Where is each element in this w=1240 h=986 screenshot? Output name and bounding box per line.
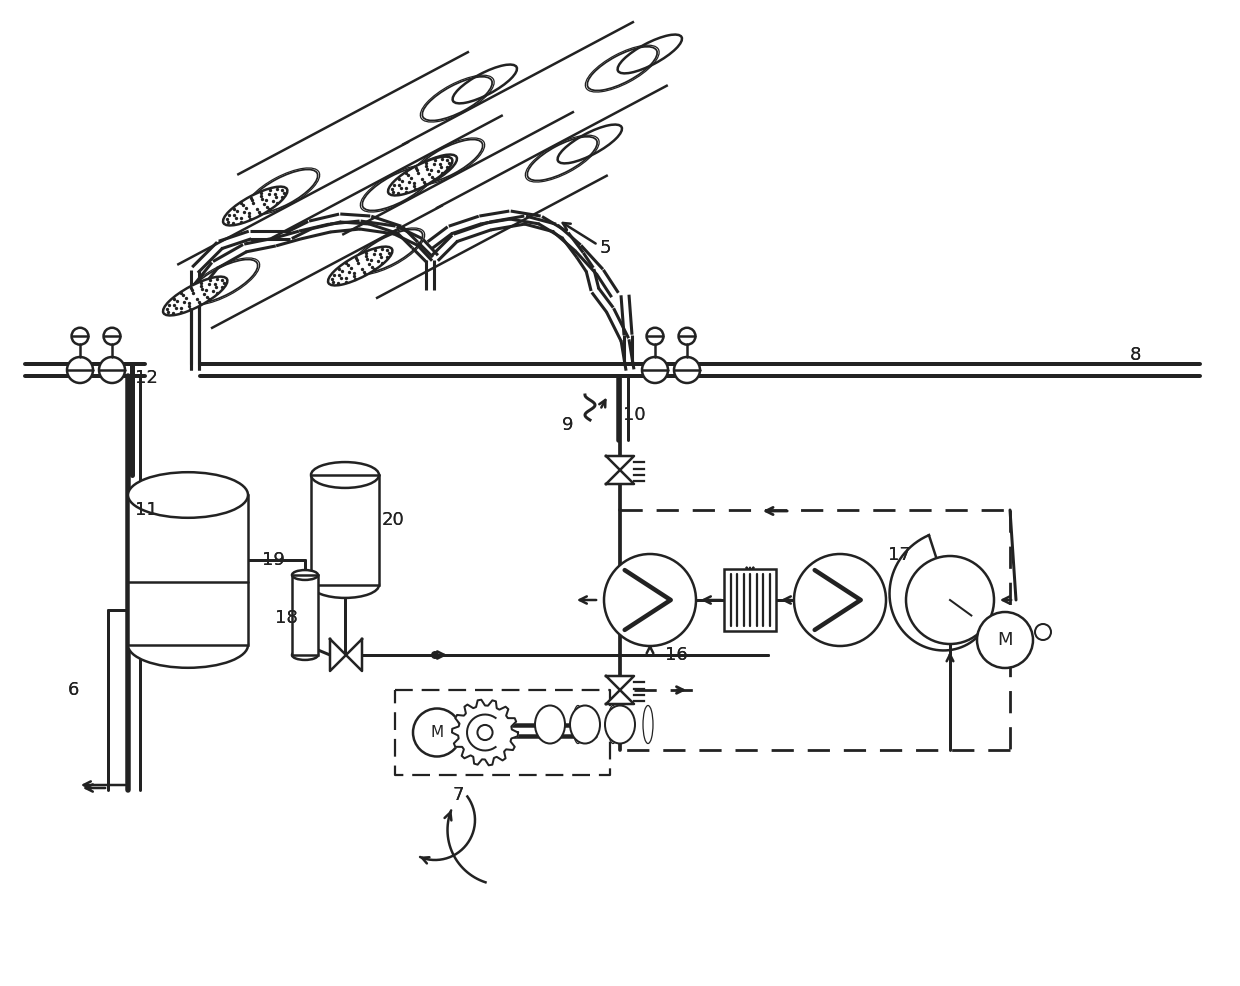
Bar: [724, 569, 776, 631]
Text: 19: 19: [262, 551, 285, 569]
Ellipse shape: [291, 570, 317, 580]
Ellipse shape: [608, 706, 618, 743]
Ellipse shape: [534, 706, 565, 743]
Ellipse shape: [393, 155, 458, 193]
Circle shape: [477, 725, 492, 740]
Ellipse shape: [162, 277, 227, 316]
Circle shape: [604, 554, 696, 646]
Circle shape: [99, 357, 125, 383]
Text: 8: 8: [1130, 346, 1141, 364]
Text: 9: 9: [562, 416, 573, 434]
Circle shape: [67, 357, 93, 383]
Text: 16: 16: [665, 646, 688, 664]
Ellipse shape: [291, 650, 317, 660]
Ellipse shape: [644, 706, 653, 743]
Ellipse shape: [570, 706, 600, 743]
Text: 9: 9: [562, 416, 573, 434]
Text: 12: 12: [135, 369, 157, 387]
Circle shape: [675, 357, 701, 383]
Text: 7: 7: [453, 786, 465, 804]
Text: 20: 20: [382, 511, 404, 529]
Text: 8: 8: [1130, 346, 1141, 364]
Text: 11: 11: [135, 501, 157, 519]
Polygon shape: [606, 690, 634, 704]
Circle shape: [1035, 624, 1052, 640]
Ellipse shape: [453, 64, 517, 104]
Text: 6: 6: [68, 681, 79, 699]
Ellipse shape: [573, 706, 583, 743]
Text: 10: 10: [622, 406, 646, 424]
Bar: [311, 475, 379, 585]
Circle shape: [977, 612, 1033, 668]
Text: 5: 5: [600, 239, 611, 257]
Text: M: M: [997, 631, 1013, 649]
Polygon shape: [606, 676, 634, 690]
Ellipse shape: [128, 622, 248, 668]
Text: 17: 17: [888, 546, 911, 564]
Ellipse shape: [329, 246, 392, 285]
Text: 19: 19: [262, 551, 285, 569]
Text: 6: 6: [68, 681, 79, 699]
Polygon shape: [346, 639, 362, 671]
Text: 12: 12: [135, 369, 157, 387]
Polygon shape: [330, 639, 346, 671]
Text: 17: 17: [888, 546, 911, 564]
Text: 18: 18: [275, 609, 298, 627]
Ellipse shape: [311, 572, 379, 598]
Bar: [128, 495, 248, 645]
Bar: [291, 575, 317, 655]
Ellipse shape: [558, 124, 622, 164]
Text: 11: 11: [135, 501, 157, 519]
Ellipse shape: [605, 706, 635, 743]
Text: 20: 20: [382, 511, 404, 529]
Text: 18: 18: [275, 609, 298, 627]
Text: 5: 5: [600, 239, 611, 257]
Text: 10: 10: [622, 406, 646, 424]
Polygon shape: [453, 700, 518, 765]
Polygon shape: [606, 456, 634, 470]
Ellipse shape: [223, 186, 288, 226]
Text: 16: 16: [665, 646, 688, 664]
Polygon shape: [606, 470, 634, 484]
Text: M: M: [430, 725, 444, 740]
Ellipse shape: [311, 462, 379, 488]
Ellipse shape: [128, 472, 248, 518]
Circle shape: [642, 357, 668, 383]
Circle shape: [413, 709, 461, 756]
Text: 7: 7: [453, 786, 465, 804]
Circle shape: [906, 556, 994, 644]
Circle shape: [794, 554, 887, 646]
Ellipse shape: [388, 157, 453, 195]
Ellipse shape: [618, 35, 682, 73]
Circle shape: [432, 651, 439, 659]
